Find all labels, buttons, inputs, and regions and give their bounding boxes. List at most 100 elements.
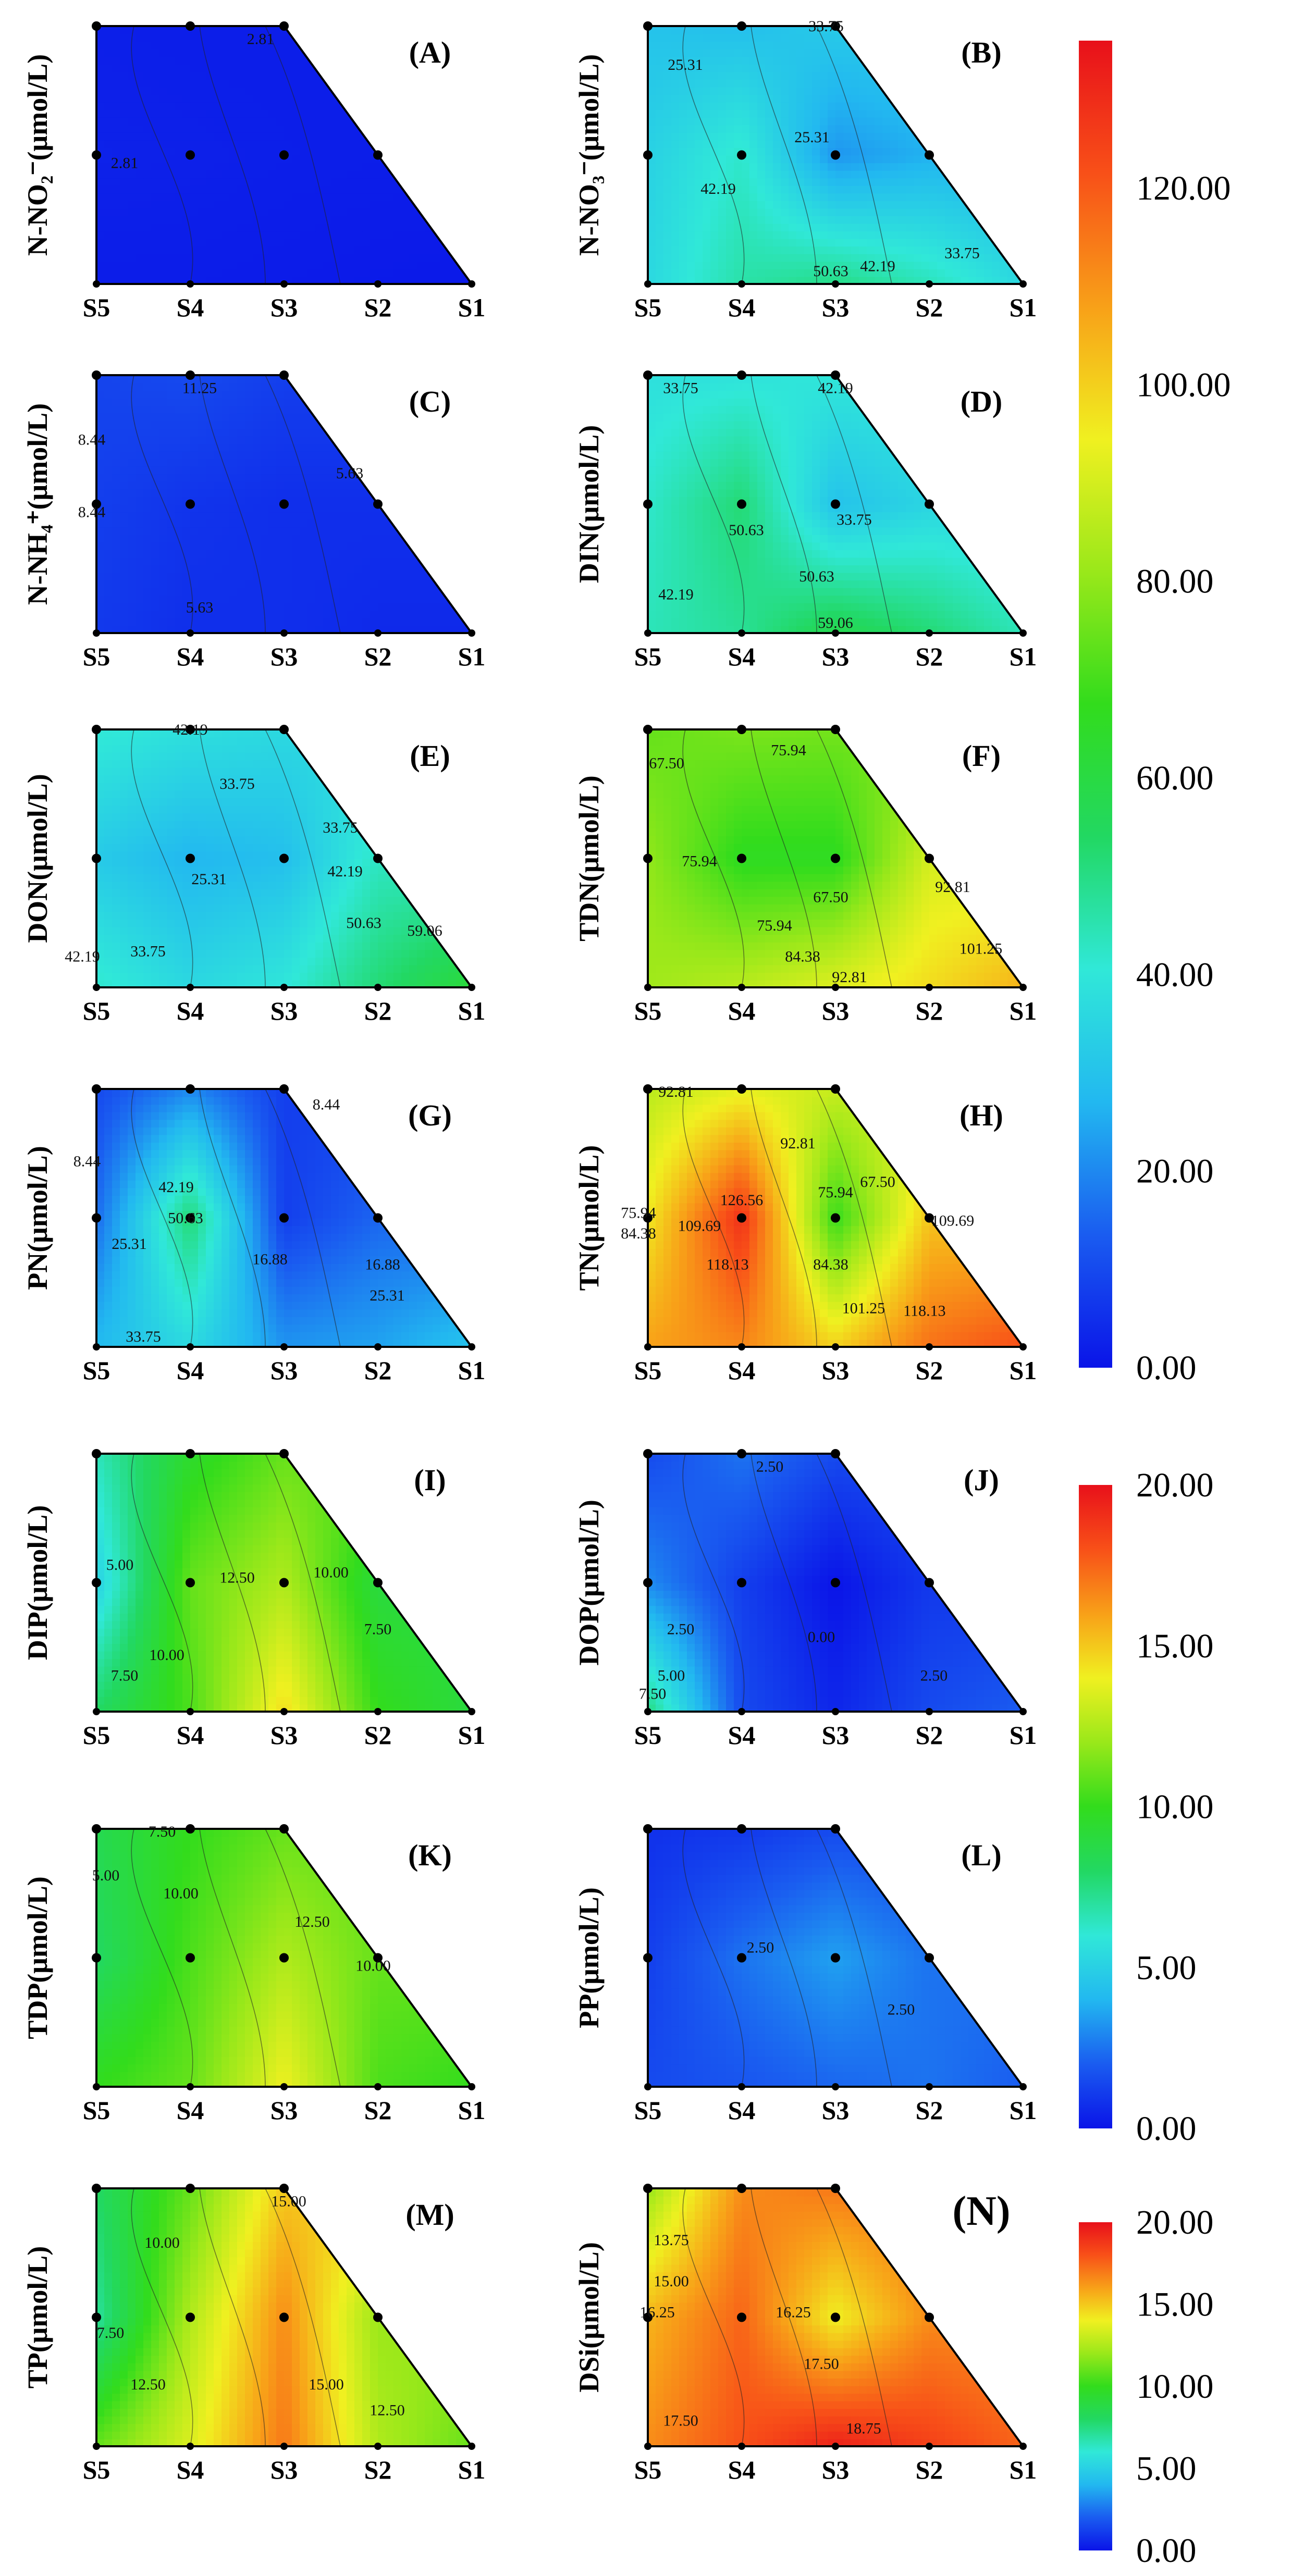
panel-d: 33.75 42.1950.6333.7542.1950.6359.06S5 S4 S…	[573, 370, 1037, 671]
y-axis-label: DIN(μmol/L)	[573, 425, 605, 584]
y-axis-label: DIP(μmol/L)	[22, 1505, 53, 1661]
contour-label: 92.81	[658, 1083, 694, 1100]
panel-letter: (I)	[414, 1463, 446, 1497]
sample-point	[643, 1084, 653, 1094]
contour-label: 16.88	[252, 1251, 288, 1268]
sample-point	[643, 725, 653, 734]
sample-point	[373, 854, 383, 863]
x-tick-label: S5	[83, 1356, 110, 1385]
x-tick-label: S1	[458, 2096, 486, 2125]
sample-point	[279, 370, 289, 380]
sample-point	[92, 854, 101, 863]
station-marker	[738, 1343, 745, 1351]
x-tick-label: S2	[364, 1356, 392, 1385]
contour-label: 92.81	[780, 1135, 816, 1152]
x-tick-label: S4	[728, 1356, 756, 1385]
sample-point	[373, 151, 383, 160]
x-tick-label: S2	[364, 293, 392, 322]
x-tick-label: S3	[822, 293, 850, 322]
station-marker	[93, 629, 100, 637]
contour-label: 92.81	[935, 878, 970, 896]
station-marker	[468, 1708, 475, 1715]
station-marker	[468, 984, 475, 991]
contour-label: 50.63	[813, 263, 848, 280]
sample-point	[643, 1824, 653, 1834]
station-marker	[93, 984, 100, 991]
colorbar-tick-label: 100.00	[1136, 366, 1231, 404]
panel-f: 67.5075.9475.9467.5092.8175.9484.3892.81…	[573, 725, 1037, 1025]
x-tick-label: S5	[634, 2455, 662, 2484]
station-marker	[926, 1343, 933, 1351]
station-marker	[926, 1708, 933, 1715]
sample-point	[737, 1824, 746, 1834]
x-tick-label: S4	[177, 2455, 204, 2484]
x-tick-label: S5	[634, 293, 662, 322]
x-tick-label: S3	[270, 2096, 298, 2125]
station-marker	[738, 2443, 745, 2450]
x-tick-label: S2	[364, 642, 392, 671]
station-marker	[374, 2083, 382, 2090]
sample-point	[186, 1953, 195, 1963]
contour-label: 10.00	[163, 1885, 199, 1902]
x-tick-label: S1	[458, 2455, 486, 2484]
sample-point	[643, 1578, 653, 1588]
contour-label: 42.19	[658, 586, 694, 603]
contour-label: 33.75	[663, 380, 698, 397]
sample-point	[279, 1084, 289, 1094]
panel-e: 42.1933.7533.7542.1925.3150.63 59.0642.19…	[22, 721, 485, 1025]
x-tick-label: S1	[1010, 1356, 1037, 1385]
y-axis-label: TN(μmol/L)	[573, 1145, 605, 1291]
station-marker	[187, 2443, 194, 2450]
station-marker	[926, 984, 933, 991]
sample-point	[279, 2184, 289, 2193]
sample-point	[279, 1213, 289, 1223]
x-tick-label: S1	[1010, 2096, 1037, 2125]
panel-l: 2.50 2.50 S5 S4 S3 S2 S1 (L) PP(μmol/L)	[573, 1824, 1037, 2125]
contour-label: 42.19	[860, 257, 895, 275]
x-tick-label: S5	[634, 996, 662, 1025]
x-tick-label: S1	[458, 996, 486, 1025]
station-marker	[644, 280, 651, 288]
panel-letter: (C)	[409, 385, 451, 418]
contour-label: 67.50	[860, 1173, 895, 1191]
contour-label: 67.50	[813, 889, 848, 906]
colorbar-tick-label: 20.00	[1136, 1153, 1214, 1191]
station-marker	[374, 1343, 382, 1351]
station-marker	[832, 280, 839, 288]
contour-label: 42.19	[818, 380, 853, 397]
contour-label: 17.50	[663, 2412, 698, 2429]
x-tick-label: S2	[916, 1356, 943, 1385]
station-marker	[93, 280, 100, 288]
contour-label: 50.63	[729, 522, 764, 539]
station-marker	[468, 1343, 475, 1351]
station-marker	[1019, 2443, 1027, 2450]
y-axis-label: PN(μmol/L)	[22, 1146, 53, 1290]
sample-point	[279, 1449, 289, 1458]
sample-point	[925, 2313, 934, 2322]
x-tick-label: S5	[634, 1720, 662, 1750]
colorbar-tick-label: 10.00	[1136, 2368, 1214, 2406]
station-marker	[468, 2443, 475, 2450]
station-marker	[926, 2083, 933, 2090]
x-tick-label: S2	[364, 2096, 392, 2125]
y-axis-label: N-NH₄⁺(μmol/L)	[22, 403, 53, 605]
contour-label: 10.00	[149, 1646, 184, 1664]
contour-label: 7.50	[639, 1685, 667, 1702]
contour-label: 5.00	[92, 1867, 120, 1884]
contour-label: 11.25	[182, 380, 217, 397]
sample-point	[279, 2313, 289, 2322]
x-tick-label: S4	[177, 2096, 204, 2125]
contour-label: 5.00	[658, 1667, 685, 1685]
contour-label: 10.00	[144, 2234, 180, 2251]
station-marker	[187, 2083, 194, 2090]
x-tick-label: S2	[916, 1720, 943, 1750]
contour-label: 42.19	[700, 180, 736, 197]
station-marker	[1019, 629, 1027, 637]
contour-label: 5.63	[186, 599, 214, 616]
x-tick-label: S1	[1010, 2455, 1037, 2484]
sample-point	[737, 2313, 746, 2322]
sample-point	[279, 21, 289, 31]
y-axis-label: N-NO₂⁻(μmol/L)	[22, 54, 53, 256]
sample-point	[92, 1578, 101, 1588]
station-marker	[832, 2083, 839, 2090]
